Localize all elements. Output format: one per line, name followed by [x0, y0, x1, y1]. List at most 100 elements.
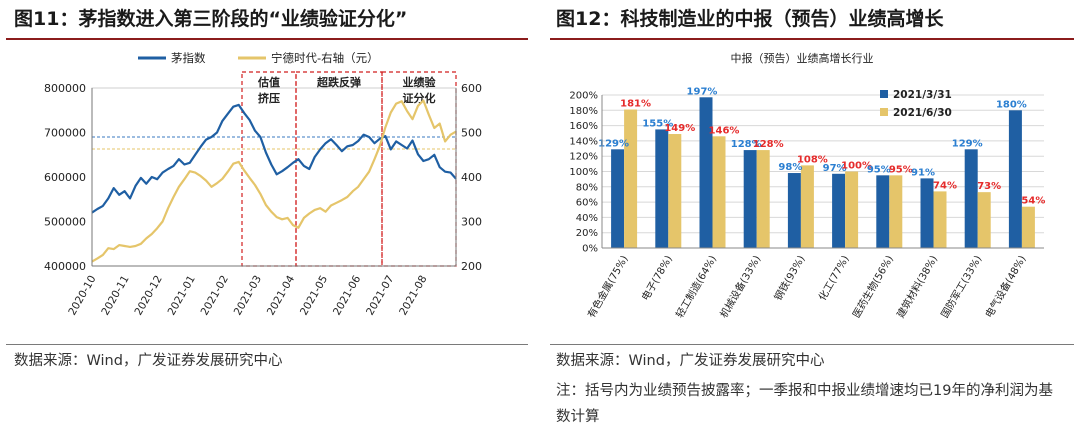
y-left-tick-label: 700000: [44, 127, 86, 140]
bar-q1: [699, 97, 713, 248]
y-left-tick-label: 800000: [44, 82, 86, 95]
x-tick-label: 钢铁(93%): [771, 253, 807, 303]
y-tick-label: 140%: [569, 136, 598, 147]
x-tick-label: 轻工制造(64%): [673, 253, 719, 320]
figure-12-title: 图12：科技制造业的中报（预告）业绩高增长: [556, 8, 944, 30]
y-right-tick-label: 300: [461, 216, 482, 229]
y-tick-label: 160%: [569, 121, 598, 132]
x-tick-label: 2020-11: [99, 274, 131, 318]
bar-h1: [668, 134, 682, 248]
data-label-q1: 129%: [598, 138, 629, 149]
y-tick-label: 120%: [569, 152, 598, 163]
figure-11-title: 图11：茅指数进入第三阶段的“业绩验证分化”: [14, 8, 408, 30]
phase-label: 证分化: [403, 91, 436, 105]
y-tick-label: 80%: [576, 182, 598, 193]
bar-q1: [1008, 110, 1022, 248]
y-tick-label: 180%: [569, 106, 598, 117]
data-label-h1: 108%: [797, 154, 828, 165]
figure-12-bar-chart: 中报（预告）业绩高增长行业 129% 181% 155%149% 197% 146% 12…: [569, 51, 1045, 320]
x-tick-label: 电气设备(48%): [982, 253, 1028, 320]
data-label-q1: 97%: [823, 163, 847, 174]
figure-11-bottom-rule: [6, 344, 528, 345]
x-tick-label: 2021-02: [199, 274, 231, 318]
bar-q1: [920, 178, 934, 248]
bar-q1: [787, 173, 801, 248]
y-tick-label: 20%: [576, 228, 598, 239]
bar-h1: [977, 192, 991, 248]
x-tick-label: 2021-07: [364, 274, 396, 318]
mao-index-line: [91, 103, 457, 214]
y-left-tick-label: 600000: [44, 171, 86, 184]
bar-q1: [832, 173, 846, 248]
bar-q1: [743, 150, 757, 248]
x-tick-label: 2021-04: [265, 273, 297, 317]
figure-11-title-rule: [6, 38, 528, 40]
data-label-h1: 54%: [1021, 196, 1045, 207]
x-tick-label: 国防军工(33%): [938, 253, 984, 320]
x-tick-label: 建筑材料(38%): [894, 253, 940, 320]
data-label-q1: 180%: [996, 99, 1027, 110]
bar-h1: [712, 136, 726, 248]
x-tick-label: 医药生物(56%): [850, 253, 896, 320]
x-tick-label: 电子(78%): [639, 253, 675, 303]
chart-title: 中报（预告）业绩高增长行业: [731, 51, 874, 65]
y-right-tick-label: 400: [461, 171, 482, 184]
legend-label: 2021/6/30: [893, 107, 952, 119]
phase-label: 估值: [257, 75, 280, 89]
catl-line: [91, 99, 457, 263]
y-right-tick-label: 600: [461, 82, 482, 95]
phase-label: 超跌反弹: [316, 75, 361, 89]
data-label-h1: 73%: [977, 181, 1001, 192]
figure-12-source: 数据来源：Wind，广发证券发展研究中心: [556, 353, 825, 369]
data-label-q1: 98%: [778, 162, 802, 173]
data-label-q1: 128%: [731, 139, 762, 150]
legend-label: 2021/3/31: [893, 89, 952, 101]
legend-label-mao-index: 茅指数: [171, 51, 206, 65]
bar-h1: [800, 165, 814, 248]
x-tick-label: 机械设备(33%): [717, 253, 763, 320]
phase-label: 挤压: [258, 91, 280, 105]
data-label-h1: 146%: [709, 125, 740, 136]
legend-swatch: [880, 108, 888, 116]
bar-q1: [876, 175, 890, 248]
y-left-tick-label: 400000: [44, 260, 86, 273]
bar-q1: [611, 149, 625, 248]
legend-label-catl: 宁德时代-右轴（元）: [271, 51, 379, 65]
data-label-h1: 100%: [841, 161, 872, 172]
figure-12-bottom-rule: [550, 344, 1074, 345]
figure-12-title-rule: [550, 38, 1074, 40]
y-left-tick-label: 500000: [44, 216, 86, 229]
x-tick-label: 2020-12: [132, 274, 164, 318]
bar-q1: [655, 129, 669, 248]
bar-h1: [756, 150, 770, 248]
data-label-h1: 149%: [664, 123, 695, 134]
bar-h1: [624, 109, 638, 248]
x-tick-label: 2021-01: [166, 274, 198, 318]
data-label-q1: 91%: [911, 167, 935, 178]
y-right-tick-label: 500: [461, 127, 482, 140]
x-tick-label: 有色金属(75%): [584, 253, 630, 320]
x-tick-label: 2021-08: [397, 274, 429, 318]
data-label-h1: 74%: [933, 180, 957, 191]
data-label-h1: 95%: [889, 164, 913, 175]
data-label-h1: 181%: [620, 99, 651, 110]
bar-h1: [933, 191, 947, 248]
y-tick-label: 0%: [582, 244, 598, 255]
y-tick-label: 40%: [576, 213, 598, 224]
y-right-tick-label: 200: [461, 260, 482, 273]
x-tick-label: 2021-06: [331, 273, 363, 317]
figure-12-note: 注：括号内为业绩预告披露率；一季报和中报业绩增速均已19年的净利润为基数计算: [556, 383, 1053, 425]
bar-h1: [1021, 206, 1035, 248]
legend-swatch: [880, 90, 888, 98]
data-label-q1: 155%: [642, 118, 673, 129]
y-tick-label: 60%: [576, 198, 598, 209]
phase-label: 业绩验: [403, 75, 437, 89]
data-label-q1: 95%: [867, 164, 891, 175]
x-tick-label: 化工(77%): [815, 253, 851, 303]
x-tick-label: 2021-03: [232, 274, 264, 318]
x-tick-label: 2021-05: [298, 274, 330, 318]
bar-q1: [964, 149, 978, 248]
x-tick-label: 2020-10: [66, 274, 98, 318]
figure-11-source: 数据来源：Wind，广发证券发展研究中心: [14, 353, 283, 369]
